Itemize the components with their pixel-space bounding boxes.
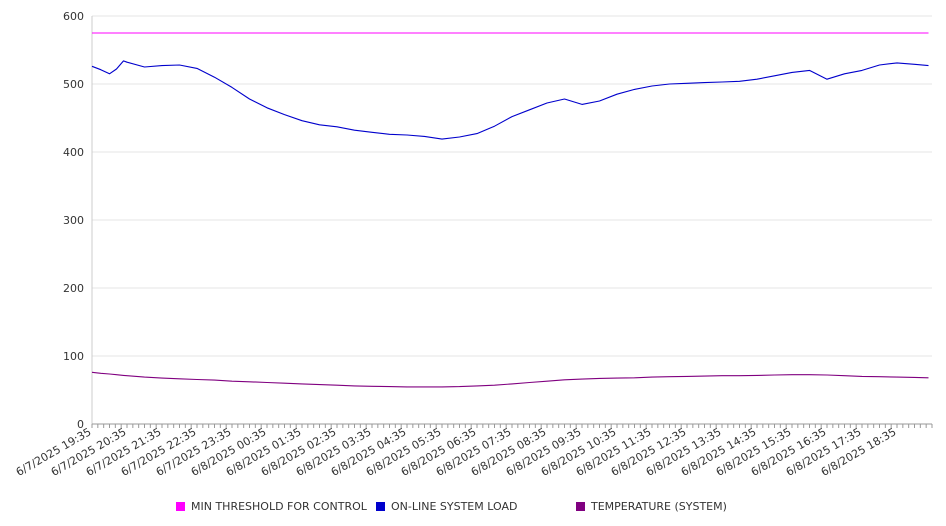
- y-tick-label: 0: [77, 418, 84, 431]
- legend: MIN THRESHOLD FOR CONTROL ON-LINE SYSTEM…: [0, 496, 946, 518]
- series-line-system-load: [91, 60, 929, 140]
- legend-item-system-load: ON-LINE SYSTEM LOAD: [376, 500, 517, 513]
- y-tick-label: 600: [63, 10, 84, 23]
- y-tick-label: 400: [63, 146, 84, 159]
- y-tick-label: 100: [63, 350, 84, 363]
- y-tick-label: 200: [63, 282, 84, 295]
- legend-label-system-load: ON-LINE SYSTEM LOAD: [391, 500, 518, 513]
- y-tick-label: 300: [63, 214, 84, 227]
- legend-label-temperature: TEMPERATURE (SYSTEM): [591, 500, 727, 513]
- legend-swatch-temperature: [576, 502, 585, 511]
- y-tick-label: 500: [63, 78, 84, 91]
- legend-label-min-threshold: MIN THRESHOLD FOR CONTROL: [191, 500, 367, 513]
- gridlines: [92, 15, 932, 357]
- series-line-temperature: [91, 371, 929, 388]
- legend-item-min-threshold: MIN THRESHOLD FOR CONTROL: [176, 500, 367, 513]
- series-lines: [91, 32, 929, 388]
- legend-swatch-min-threshold: [176, 502, 185, 511]
- legend-swatch-system-load: [376, 502, 385, 511]
- legend-item-temperature: TEMPERATURE (SYSTEM): [576, 500, 727, 513]
- axes: [91, 16, 933, 428]
